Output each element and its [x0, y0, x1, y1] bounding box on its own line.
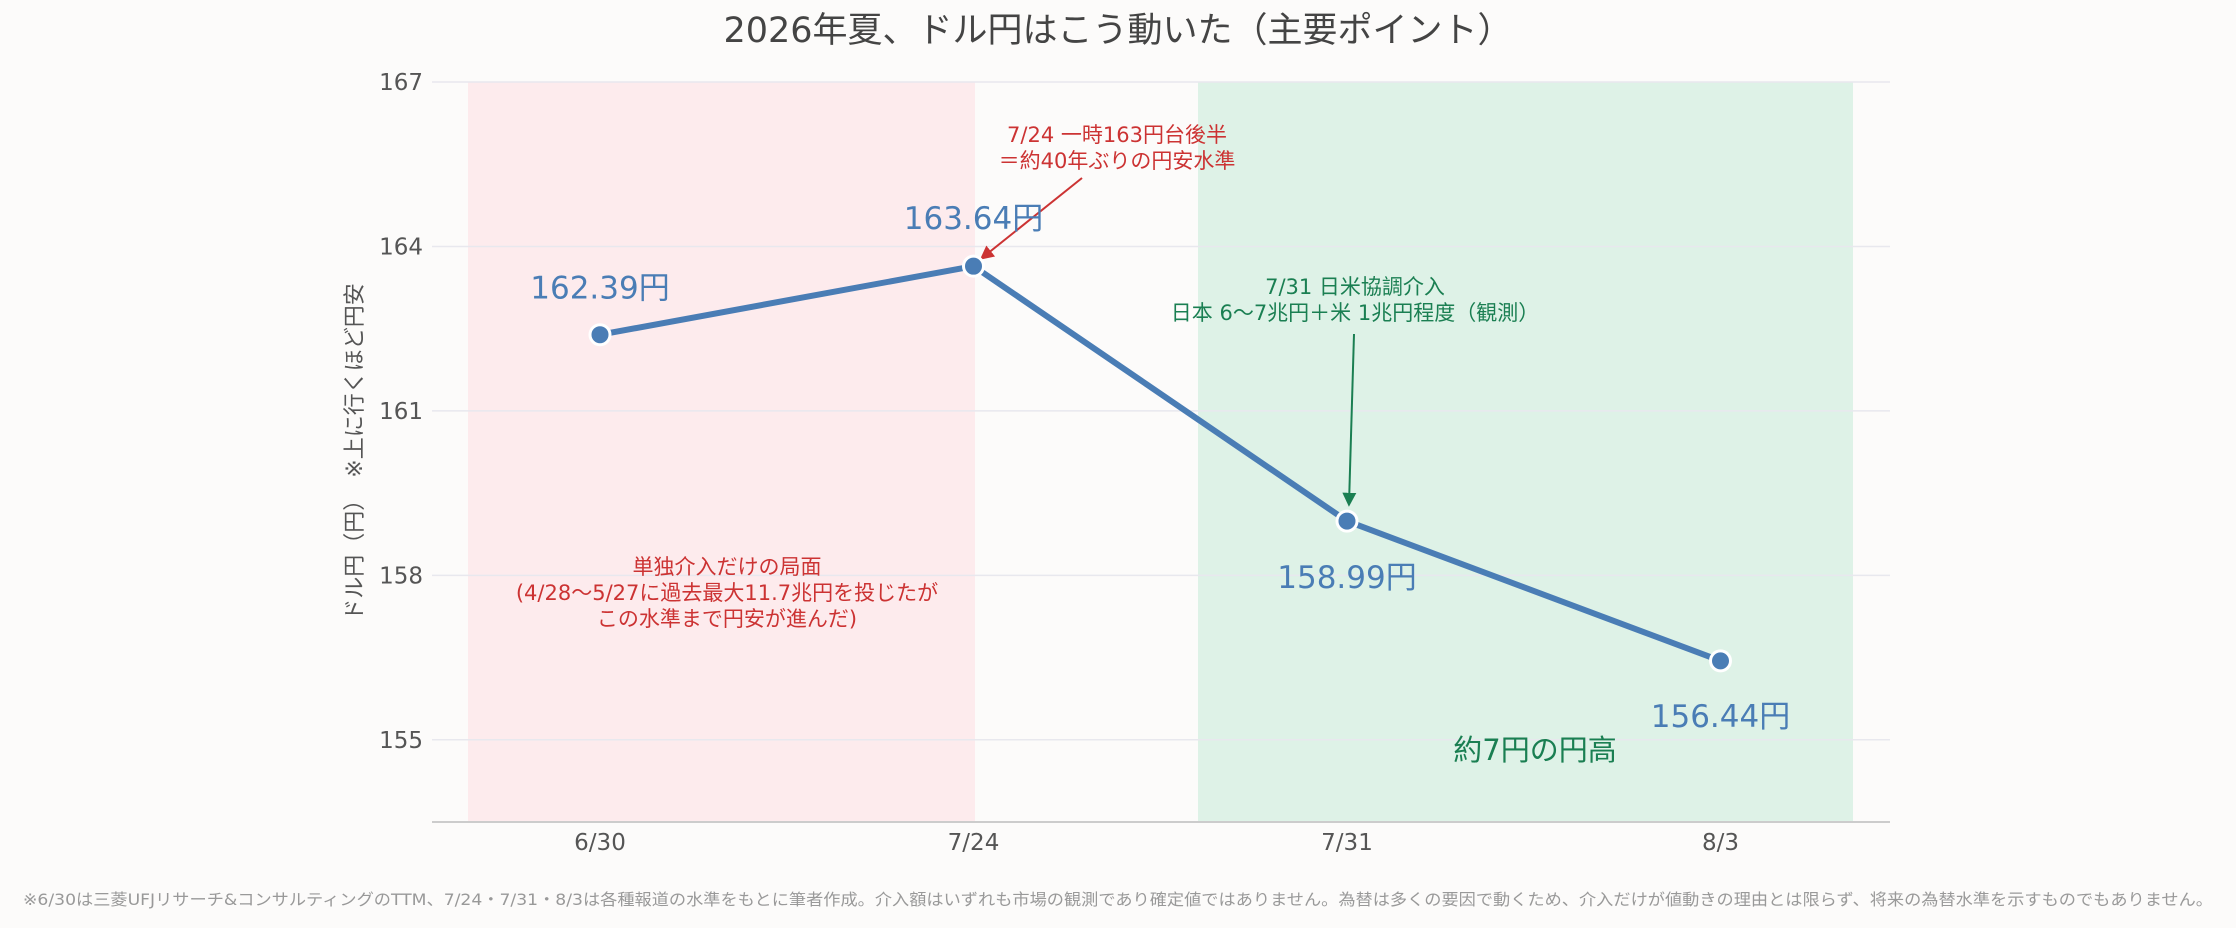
region-labels: 単独介入だけの局面(4/28〜5/27に過去最大11.7兆円を投じたがこの水準ま…	[516, 555, 1617, 767]
y-tick-label: 155	[379, 728, 423, 754]
data-label: 162.39円	[530, 271, 669, 307]
y-tick-label: 164	[379, 234, 423, 260]
annotation-peak: 7/24 一時163円台後半＝約40年ぶりの円安水準	[999, 123, 1236, 173]
data-label: 158.99円	[1277, 560, 1416, 596]
data-label: 156.44円	[1651, 699, 1790, 735]
data-point	[1709, 649, 1732, 673]
data-point	[588, 323, 612, 347]
data-label: 163.64円	[904, 201, 1043, 237]
data-points	[588, 254, 1732, 673]
data-point	[1335, 509, 1359, 533]
y-axis-label: ドル円（円） ※上に行くほど円安	[343, 283, 368, 620]
x-tick-label: 7/31	[1321, 830, 1373, 856]
region-label-green: 約7円の円高	[1453, 733, 1616, 767]
annotation-intervention-arrow	[1342, 333, 1357, 507]
series-line	[597, 263, 1724, 664]
x-tick-labels: 6/30 7/24 7/31 8/3	[574, 830, 1739, 856]
shaded-regions	[468, 82, 1853, 822]
y-tick-label: 158	[379, 563, 423, 589]
chart-title: 2026年夏、ドル円はこう動いた（主要ポイント）	[723, 11, 1512, 51]
annotations: 7/24 一時163円台後半＝約40年ぶりの円安水準 7/31 日米協調介入日本 …	[979, 123, 1539, 507]
y-tick-label: 167	[379, 70, 423, 96]
gridlines	[432, 81, 1890, 741]
region-label-red: 単独介入だけの局面(4/28〜5/27に過去最大11.7兆円を投じたがこの水準ま…	[516, 555, 938, 631]
x-tick-label: 6/30	[574, 830, 626, 856]
x-tick-label: 7/24	[948, 830, 1000, 856]
x-tick-label: 8/3	[1702, 830, 1739, 856]
shaded-region-red	[468, 82, 975, 822]
footnote: ※6/30は三菱UFJリサーチ&コンサルティングのTTM、7/24・7/31・8…	[23, 890, 2213, 909]
annotation-intervention: 7/31 日米協調介入日本 6〜7兆円＋米 1兆円程度（観測）	[1171, 275, 1539, 325]
data-point	[962, 254, 985, 278]
shaded-region-green	[1198, 82, 1853, 822]
y-tick-labels: 155 158 161 164 167	[379, 70, 423, 754]
annotation-peak-arrow	[979, 177, 1083, 260]
data-labels: 162.39円 163.64円 158.99円 156.44円	[530, 201, 1790, 735]
y-tick-label: 161	[379, 399, 423, 425]
